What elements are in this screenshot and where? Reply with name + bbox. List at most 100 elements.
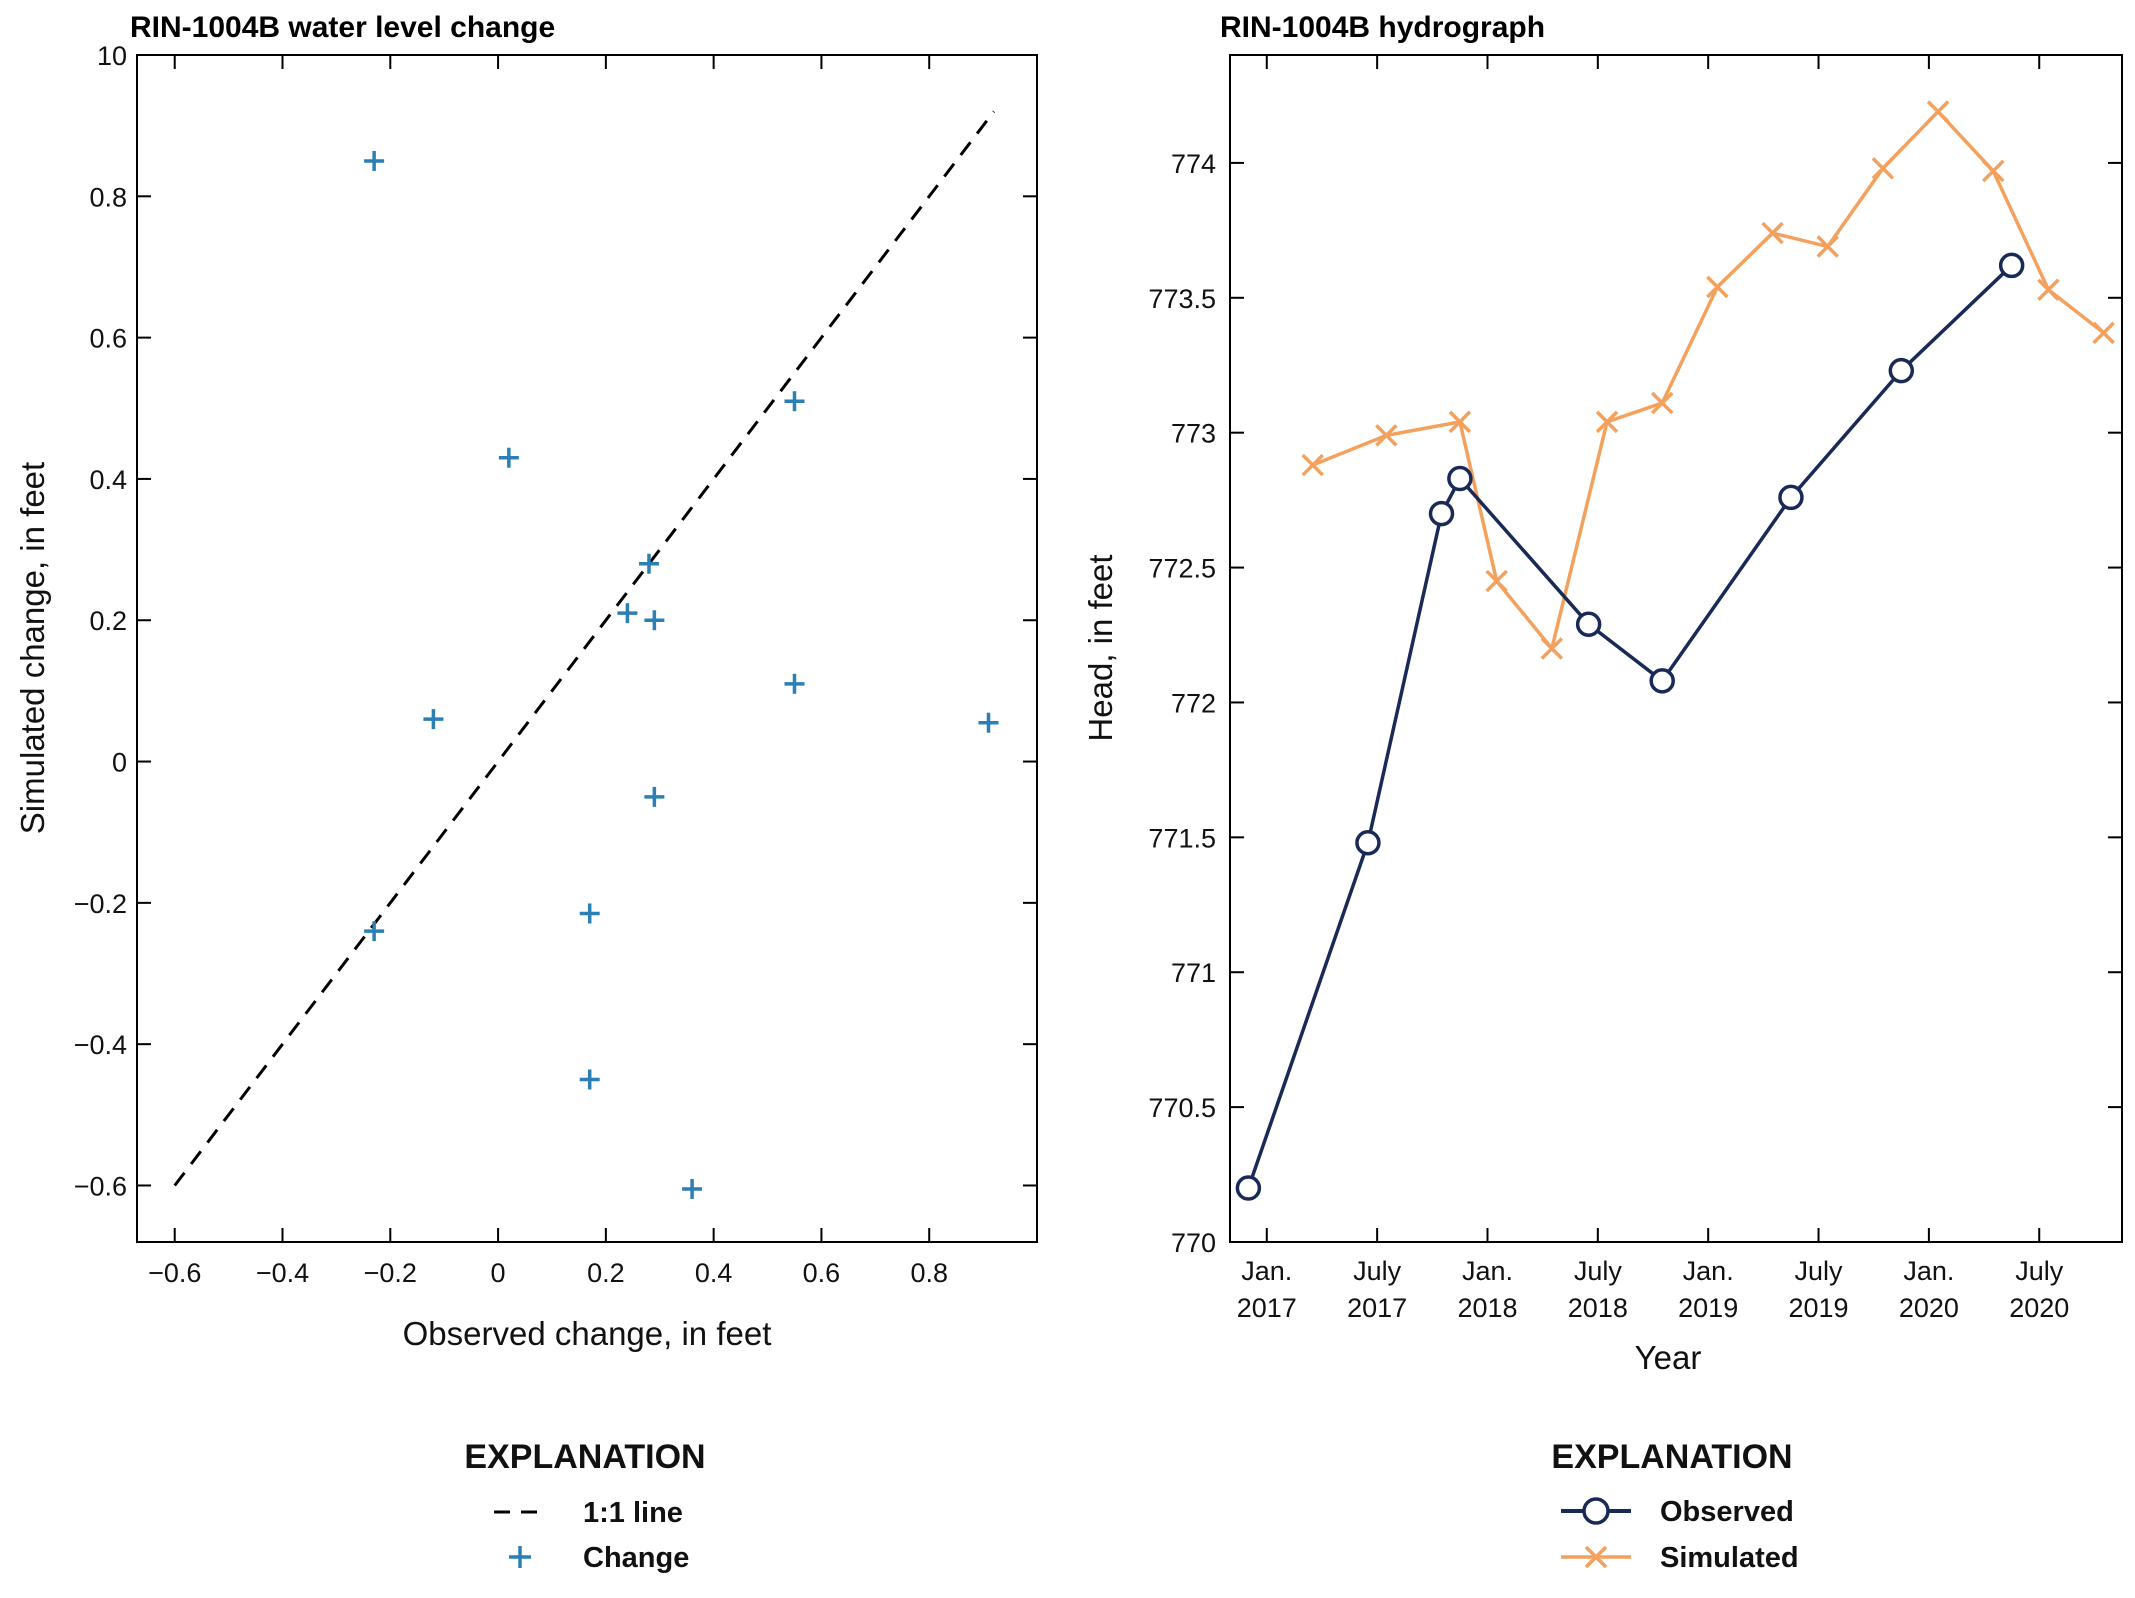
hydrograph-y-tick-label: 772 — [1171, 688, 1216, 718]
change-point — [978, 712, 999, 733]
change-point — [579, 1069, 600, 1090]
hydrograph-y-tick-label: 770.5 — [1148, 1093, 1216, 1123]
observed-point — [1447, 465, 1473, 492]
legend-label-simulated: Simulated — [1660, 1542, 1799, 1574]
scatter-x-tick-label: −0.2 — [364, 1258, 417, 1288]
scatter-plot-frame — [136, 54, 1038, 1243]
simulated-point — [1595, 410, 1619, 434]
scatter-y-axis-label: Simulated change, in feet — [14, 462, 51, 834]
scatter-title: RIN-1004B water level change — [130, 11, 555, 44]
hydrograph-x-tick-label-month: July — [1353, 1256, 1402, 1286]
hydrograph-y-tick-label: 772.5 — [1148, 554, 1216, 584]
change-point — [784, 391, 805, 412]
change-point — [638, 553, 659, 574]
observed-point — [1355, 829, 1381, 856]
observed-point — [1778, 484, 1804, 511]
hydrograph-x-tick-label-month: July — [2015, 1256, 2064, 1286]
legend-simulated-symbol — [1561, 1545, 1631, 1569]
observed-point — [1998, 252, 2025, 279]
change-point — [682, 1179, 703, 1200]
hydrograph-x-tick-label-year: 2019 — [1678, 1293, 1738, 1323]
legend-label-change: Change — [583, 1542, 689, 1574]
hydrograph-plot-frame — [1229, 54, 2123, 1243]
legend-label-observed: Observed — [1660, 1496, 1794, 1528]
scatter-y-tick-label: 0.6 — [89, 324, 127, 354]
observed-point — [1235, 1175, 1262, 1201]
hydrograph-x-tick-label-month: Jan. — [1683, 1256, 1734, 1286]
simulated-point — [1926, 100, 1950, 123]
scatter-x-tick-label: 0.8 — [910, 1258, 948, 1288]
scatter-y-tick-label: −0.6 — [74, 1171, 127, 1201]
simulated-point — [1650, 391, 1674, 415]
change-point — [498, 447, 519, 468]
simulated-point — [1816, 235, 1839, 258]
observed-point — [1575, 611, 1602, 637]
scatter-x-tick-label: −0.6 — [148, 1258, 201, 1288]
hydrograph-y-axis-label: Head, in feet — [1082, 554, 1119, 741]
scatter-y-tick-label: 0 — [112, 748, 127, 778]
one-to-one-line — [173, 110, 996, 1187]
scatter-x-axis-label: Observed change, in feet — [403, 1315, 772, 1352]
observed-point — [1428, 500, 1455, 527]
hydrograph-y-tick-label: 771 — [1171, 958, 1216, 988]
change-point — [364, 921, 385, 942]
simulated-series-line — [1312, 109, 2105, 653]
simulated-point — [1871, 157, 1895, 180]
hydrograph-y-tick-label: 771.5 — [1148, 823, 1216, 853]
scatter-y-tick-label: 0.4 — [89, 465, 127, 495]
observed-point — [1888, 357, 1915, 384]
hydrograph-x-tick-label-month: July — [1795, 1256, 1844, 1286]
simulated-point — [1540, 637, 1564, 660]
simulated-point — [1761, 221, 1784, 245]
scatter-y-tick-label: 10 — [97, 41, 127, 71]
hydrograph-x-tick-label-year: 2018 — [1568, 1293, 1628, 1323]
scatter-x-tick-label: 0.2 — [587, 1258, 625, 1288]
simulated-point — [1485, 569, 1508, 593]
simulated-point — [1448, 410, 1472, 434]
scatter-chart: RIN-1004B water level change −0.6 −0.4 −0.… — [14, 11, 1038, 1574]
hydrograph-x-tick-label-year: 2017 — [1237, 1293, 1297, 1323]
change-point — [644, 610, 665, 631]
observed-point — [1649, 668, 1675, 694]
scatter-legend: EXPLANATION 1:1 line Change — [464, 1438, 705, 1574]
legend-plus-symbol — [509, 1546, 531, 1568]
legend-observed-symbol — [1561, 1497, 1631, 1525]
scatter-x-tick-label: 0 — [491, 1258, 506, 1288]
hydrograph-x-tick-label-year: 2020 — [2009, 1293, 2069, 1323]
change-point — [579, 903, 600, 924]
hydrograph-y-tick-label: 770 — [1171, 1228, 1216, 1258]
hydrograph-x-tick-label-year: 2020 — [1899, 1293, 1959, 1323]
hydrograph-title: RIN-1004B hydrograph — [1220, 11, 1545, 44]
hydrograph-x-tick-label-year: 2019 — [1788, 1293, 1848, 1323]
hydrograph-y-tick-label: 773.5 — [1148, 284, 1216, 314]
hydrograph-x-axis-label: Year — [1635, 1339, 1702, 1376]
hydrograph-x-tick-label-month: July — [1574, 1256, 1623, 1286]
legend-label-1-1-line: 1:1 line — [583, 1497, 683, 1529]
simulated-point — [1301, 453, 1325, 477]
scatter-x-tick-label: −0.4 — [256, 1258, 309, 1288]
observed-series-line — [1246, 264, 2013, 1189]
scatter-y-tick-label: 0.2 — [89, 606, 127, 636]
hydrograph-x-tick-label-month: Jan. — [1462, 1256, 1513, 1286]
hydrograph-legend: EXPLANATION Observed Simulated — [1551, 1438, 1798, 1574]
change-point — [617, 603, 638, 624]
change-point — [784, 673, 805, 694]
scatter-x-tick-label: 0.4 — [695, 1258, 733, 1288]
hydrograph-x-tick-label-year: 2017 — [1347, 1293, 1407, 1323]
scatter-x-tick-label: 0.6 — [803, 1258, 841, 1288]
hydrograph-legend-title: EXPLANATION — [1551, 1438, 1792, 1476]
scatter-y-tick-label: −0.2 — [74, 889, 127, 919]
change-point — [364, 150, 385, 171]
hydrograph-x-tick-label-month: Jan. — [1241, 1256, 1292, 1286]
change-point — [423, 709, 444, 730]
hydrograph-x-tick-label-month: Jan. — [1903, 1256, 1954, 1286]
simulated-point — [2037, 278, 2060, 301]
simulated-point — [1375, 424, 1398, 447]
hydrograph-y-tick-label: 774 — [1171, 149, 1216, 179]
hydrograph-y-tick-label: 773 — [1171, 419, 1216, 449]
hydrograph-chart: RIN-1004B hydrograph Jan. 2017 July 2017 Jan… — [1082, 11, 2123, 1574]
hydrograph-x-tick-label-year: 2018 — [1457, 1293, 1517, 1323]
simulated-point — [2092, 321, 2115, 345]
simulated-point — [1982, 159, 2005, 183]
